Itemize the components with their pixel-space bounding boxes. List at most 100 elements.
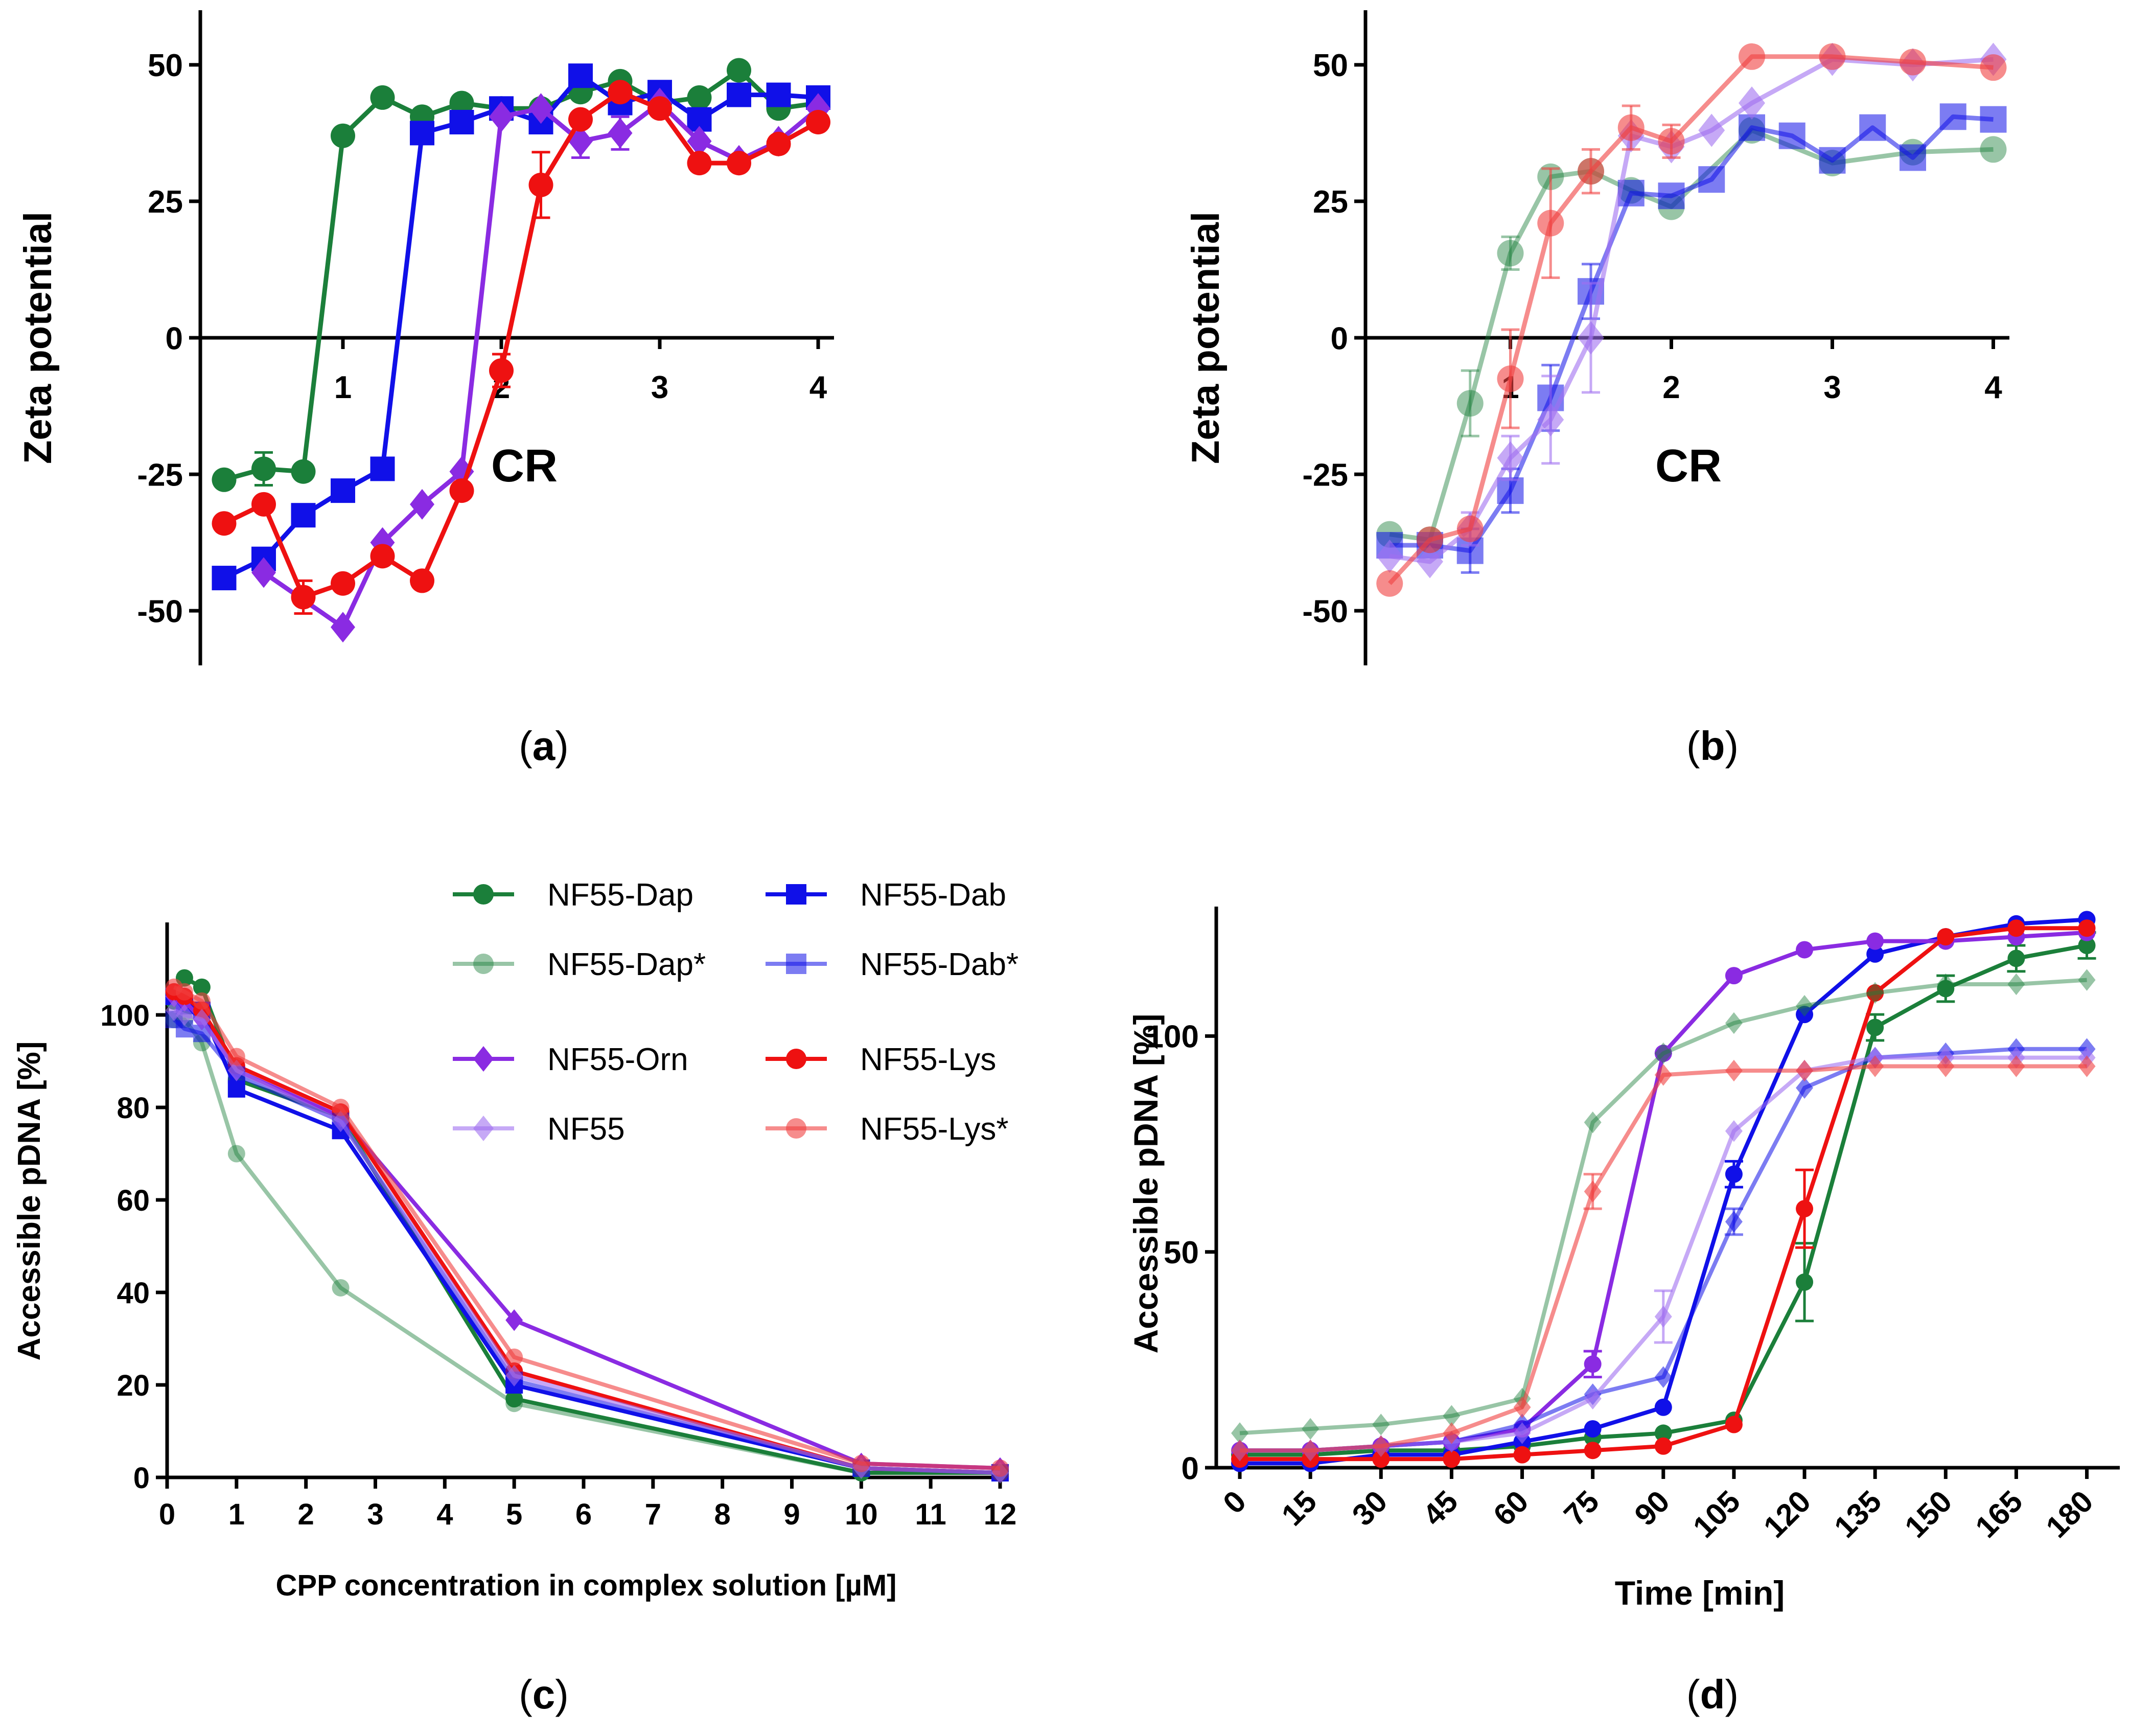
panel-c-y-tick-label: 40 (117, 1277, 150, 1310)
panel-d-data-point-nf55-orn (1866, 932, 1884, 950)
panel-a-data-point-nf55-lys (806, 110, 830, 135)
panel-d-data-point-nf55-lys-star (1866, 1055, 1884, 1077)
legend-item-nf55-dab-star: NF55-Dab* (766, 947, 1018, 982)
panel-d-x-tick-label: 90 (1628, 1484, 1676, 1533)
panel-a-data-point-nf55-dab (212, 566, 237, 591)
panel-d-data-point-nf55-dab (1584, 1420, 1602, 1438)
panel-a-x-tick-label: 3 (651, 370, 668, 405)
panel-d-data-point-nf55-dab-star (1725, 1211, 1743, 1233)
panel-d-chart: 0 50 100 0 15 30 45 60 75 90 105 120 135 150 165 180 Tim… (1127, 907, 2120, 1612)
panel-d-data-point-nf55-dap (2007, 950, 2025, 967)
legend-marker-nf55-dab (786, 884, 806, 905)
panel-a-data-point-nf55-orn (528, 93, 553, 124)
legend-label-nf55-lys: NF55-Lys (860, 1042, 996, 1077)
panel-c-label: (c) (519, 1672, 569, 1717)
panel-b-data-point-nf55-lys-star (1497, 365, 1524, 392)
panel-a-data-point-nf55-lys (449, 478, 474, 503)
legend-label-nf55-dap-star: NF55-Dap* (547, 947, 706, 982)
legend-item-nf55-lys: NF55-Lys (766, 1042, 996, 1077)
panel-c-label-close: ) (555, 1672, 569, 1717)
panel-d-x-tick-label: 15 (1275, 1484, 1324, 1533)
panel-c-y-axis-title: Accessible pDNA [%] (12, 1041, 47, 1361)
panel-d-x-tick-label: 135 (1827, 1484, 1888, 1544)
panel-c-x-tick-label: 12 (984, 1498, 1017, 1531)
panel-c-y-tick-label: 20 (117, 1369, 150, 1402)
panel-a-y-tick-label: 25 (148, 184, 183, 220)
panel-d-data-point-nf55-dap (1654, 1424, 1672, 1442)
panel-a-data-point-nf55-dab (766, 82, 791, 107)
panel-c-data-point-nf55-lys-star (991, 1459, 1009, 1477)
panel-c-data-point-nf55-lys-star (852, 1454, 870, 1472)
panel-c-data-point-nf55 (175, 1004, 193, 1026)
panel-b-y-tick-label: 25 (1313, 184, 1348, 220)
panel-d-data-point-nf55-dap (1937, 980, 1955, 998)
panel-a-data-point-nf55-dab (727, 82, 751, 107)
panel-c-x-tick-label: 0 (159, 1498, 175, 1531)
legend-marker-nf55-lys-star (786, 1118, 806, 1139)
panel-c-data-point-nf55-dap-star (227, 1145, 245, 1163)
panel-d-data-point-nf55-lys-star (1654, 1064, 1672, 1086)
panel-b-data-point-nf55-lys-star (1376, 570, 1403, 597)
panel-d-x-tick-label: 105 (1686, 1484, 1747, 1544)
panel-d-series-nf55-dab-star (1231, 1038, 2096, 1462)
panel-a-data-point-nf55-orn (251, 557, 276, 588)
panel-d-data-point-nf55-dap-star (1796, 995, 1814, 1017)
panel-d-data-point-nf55-lys-star (1372, 1435, 1390, 1457)
panel-d-data-point-nf55-lys-star (1584, 1181, 1602, 1202)
panel-c-data-point-nf55-lys-star (505, 1348, 523, 1366)
legend-item-nf55-orn: NF55-Orn (453, 1042, 688, 1077)
panel-d-x-tick-label: 75 (1557, 1484, 1606, 1533)
panel-d-data-point-nf55-dap-star (1443, 1405, 1461, 1427)
legend-marker-nf55-orn (473, 1046, 494, 1072)
panel-d-data-point-nf55-lys (2007, 919, 2025, 937)
panel-d-y-tick-label: 0 (1182, 1451, 1199, 1486)
legend-item-nf55-lys-star: NF55-Lys* (766, 1112, 1009, 1147)
panel-b-data-point-nf55 (1537, 403, 1564, 436)
panel-d-data-point-nf55-lys (1513, 1446, 1531, 1464)
panel-a-x-tick-label: 1 (334, 370, 352, 405)
panel-d-data-point-nf55-lys (1796, 1200, 1814, 1218)
panel-b-data-point-nf55 (1739, 86, 1765, 120)
panel-c-data-point-nf55-dap-star (505, 1395, 523, 1413)
panel-a-data-point-nf55-lys (608, 80, 633, 105)
panel-c-data-point-nf55 (193, 1008, 211, 1031)
panel-d-label-letter: d (1700, 1672, 1725, 1717)
panel-a-y-tick-label: -25 (137, 457, 183, 493)
panel-c-x-tick-label: 2 (298, 1498, 314, 1531)
panel-c-data-point-nf55-dap (193, 978, 211, 996)
panel-b-data-point-nf55 (1497, 441, 1524, 475)
panel-a-series-line-nf55-dap (223, 68, 819, 482)
panel-a-y-tick-label: 50 (148, 48, 183, 83)
panel-a-data-point-nf55-dap (370, 85, 395, 110)
panel-a-series-nf55-dab (212, 63, 830, 591)
panel-c-data-point-nf55-lys-star (332, 1099, 350, 1116)
legend-marker-nf55-dap-star (473, 954, 494, 974)
panel-d-x-tick-label: 120 (1757, 1484, 1817, 1544)
panel-a-data-point-nf55-dab (331, 478, 355, 503)
panel-c-x-tick-label: 6 (575, 1498, 592, 1531)
legend-item-nf55-dab: NF55-Dab (766, 877, 1006, 913)
panel-a-data-point-nf55-lys (489, 358, 514, 383)
panel-a-y-tick-label: 0 (166, 321, 183, 356)
panel-d-data-point-nf55-lys-star (1302, 1439, 1319, 1462)
panel-d-label-open: ( (1686, 1672, 1700, 1717)
panel-a-data-point-nf55-orn (489, 101, 514, 132)
panel-b-series-line-nf55-dap-star (1389, 128, 1994, 542)
legend-marker-nf55-lys (786, 1049, 806, 1069)
panel-d-data-point-nf55-dap (1796, 1273, 1814, 1291)
panel-d-data-point-nf55 (1654, 1306, 1672, 1328)
panel-d-data-point-nf55-dap-star (1937, 973, 1955, 996)
panel-c-x-tick-label: 7 (645, 1498, 661, 1531)
panel-d-data-point-nf55-lys (1725, 1416, 1743, 1433)
panel-d-data-point-nf55-lys-star (2078, 1055, 2096, 1077)
panel-a-data-point-nf55-dab (568, 63, 593, 88)
panel-d-data-point-nf55 (1584, 1387, 1602, 1410)
panel-a-data-point-nf55-lys (370, 544, 395, 569)
panel-b-label: (b) (1686, 723, 1739, 769)
panel-b-x-tick-label: 4 (1984, 370, 2002, 405)
panel-d-data-point-nf55-dab (1866, 945, 1884, 963)
panel-d-x-axis-title: Time [min] (1615, 1574, 1785, 1612)
panel-d-series-nf55-lys-star (1231, 1055, 2096, 1462)
panel-a-data-point-nf55-dap (727, 58, 751, 83)
panel-d-data-point-nf55-lys-star (1231, 1439, 1249, 1462)
